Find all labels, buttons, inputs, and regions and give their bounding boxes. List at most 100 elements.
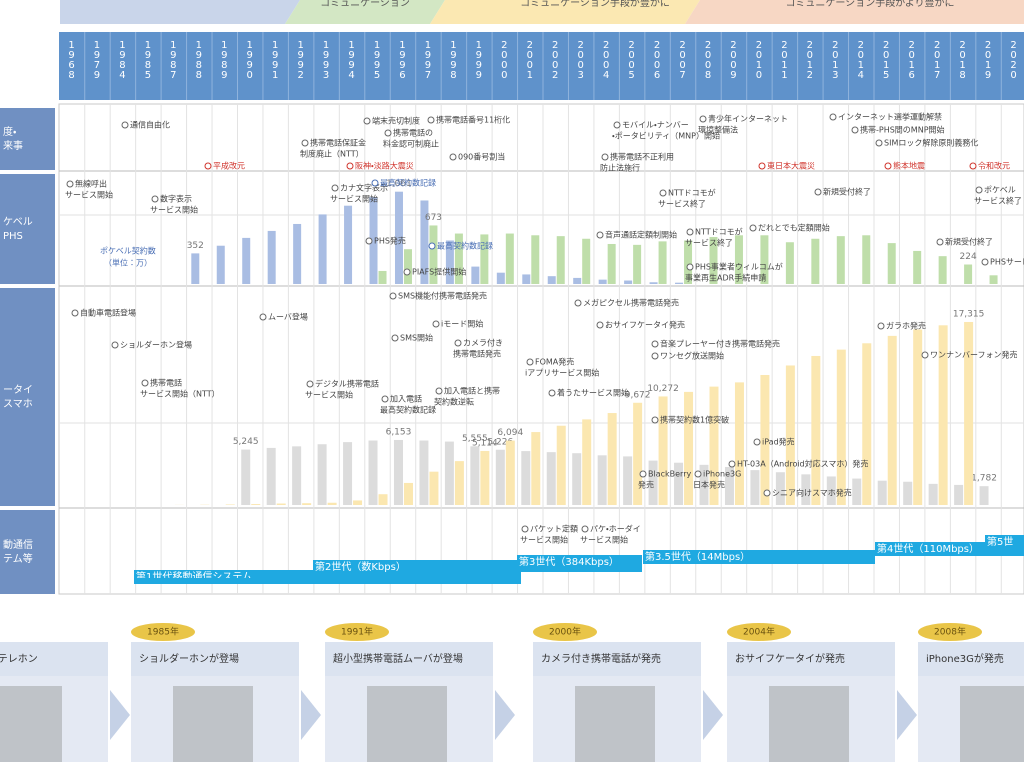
event-text: 音楽プレーヤー付き携帯電話発売 (660, 339, 780, 349)
bar (954, 484, 964, 505)
bar (724, 466, 734, 505)
card-arrow (495, 690, 515, 740)
card-header (131, 642, 299, 676)
event-marker (389, 292, 397, 300)
event-text: 端末売切制度 (372, 116, 420, 126)
event-marker (151, 195, 159, 203)
bar (572, 453, 582, 505)
event-text: インターネット選挙運動解禁 (838, 112, 942, 122)
event-text: 数字表示 (160, 194, 192, 204)
event-marker (596, 231, 604, 239)
year-label: 1968 (66, 40, 77, 80)
event-text: ワンセグ放送開始 (660, 351, 724, 361)
generation-label: 第5世 (987, 535, 1013, 548)
value-label: 1,782 (971, 474, 997, 484)
year-label: 1994 (346, 40, 357, 80)
bars: 352 1,061 673 224 5,245 6,153 5,555 5,226 1,782 5… (174, 179, 998, 505)
row-label: 動通信 (3, 538, 33, 551)
event-text: 熊本地震 (893, 161, 925, 171)
event-marker (613, 121, 621, 129)
event-marker (66, 180, 74, 188)
bar (760, 235, 769, 284)
year-label: 1989 (219, 40, 230, 80)
bar (760, 374, 770, 505)
bar (852, 478, 862, 505)
event-text: デジタル携帯電話 (315, 379, 379, 389)
year-label: 1995 (372, 40, 383, 80)
year-label: 2002 (550, 40, 561, 80)
event-text: パケ・ホーダイ (590, 524, 641, 534)
card-photo (575, 686, 655, 762)
year-label: 2018 (957, 40, 968, 80)
event-text: 日本発売 (693, 480, 725, 490)
bar (480, 450, 490, 505)
bar (826, 476, 836, 505)
bar (633, 244, 642, 284)
bar (343, 442, 353, 505)
value-label: 352 (187, 241, 204, 251)
event-text: カナ文字表示 (340, 183, 388, 193)
event-text: 最高契約数記録 (380, 178, 436, 188)
card-arrow (301, 690, 321, 740)
event-marker (728, 460, 736, 468)
bar (734, 382, 744, 505)
bar (989, 275, 998, 284)
year-label: 2001 (524, 40, 535, 80)
event-marker (651, 416, 659, 424)
row-label: ータイ (3, 384, 33, 396)
year-tag-text: 2004年 (743, 626, 775, 638)
bar (302, 503, 312, 505)
event-marker (601, 153, 609, 161)
bar (684, 240, 693, 284)
bar (938, 256, 947, 284)
bar (429, 225, 438, 284)
year-label: 2017 (932, 40, 943, 80)
event-text: NTTドコモが (668, 188, 716, 198)
event-text: 発売 (638, 480, 654, 490)
event-marker (694, 470, 702, 478)
bar (505, 440, 515, 505)
bar (480, 234, 489, 284)
event-marker (428, 242, 436, 250)
event-marker (659, 189, 667, 197)
event-marker (875, 139, 883, 147)
year-label: 1984 (117, 40, 128, 80)
year-label: 1998 (448, 40, 459, 80)
bar (369, 197, 378, 284)
event-text: 契約数逆転 (434, 397, 474, 407)
event-marker (981, 258, 989, 266)
bar (318, 214, 327, 284)
row-label-box (0, 108, 55, 170)
bar (648, 460, 658, 505)
banner-shape (685, 0, 1024, 24)
event-text: PHS発売 (374, 236, 406, 246)
event-text: 音声通話定額制開始 (605, 230, 677, 240)
legend-text: （単位：万） (104, 258, 152, 268)
event-marker (521, 525, 529, 533)
card-title: iPhone3Gが発売 (926, 652, 1004, 665)
event-text: NTTドコモが (695, 227, 743, 237)
year-label: 2000 (499, 40, 510, 80)
event-text: 携帯電話発売 (453, 349, 501, 359)
event-marker (306, 380, 314, 388)
card-title: ワイヤレステレホン (0, 653, 38, 665)
bar (836, 349, 846, 505)
bar (547, 276, 556, 284)
value-label: 1,061 (386, 179, 412, 189)
bar (582, 238, 591, 284)
value-label: 5,114 (472, 438, 498, 448)
event-text: 事業再生ADR手続申請 (685, 273, 766, 283)
card-header (533, 642, 701, 676)
event-text: SIMロック解除原則義務化 (884, 138, 978, 148)
bar (811, 355, 821, 505)
year-label: 2004 (601, 40, 612, 80)
year-label: 2010 (753, 40, 764, 80)
bar (216, 245, 225, 284)
event-text: サービス開始 (580, 535, 628, 545)
event-marker (371, 179, 379, 187)
card-header (727, 642, 895, 676)
bar (317, 444, 327, 505)
event-marker (699, 115, 707, 123)
year-label: 1987 (168, 40, 179, 80)
